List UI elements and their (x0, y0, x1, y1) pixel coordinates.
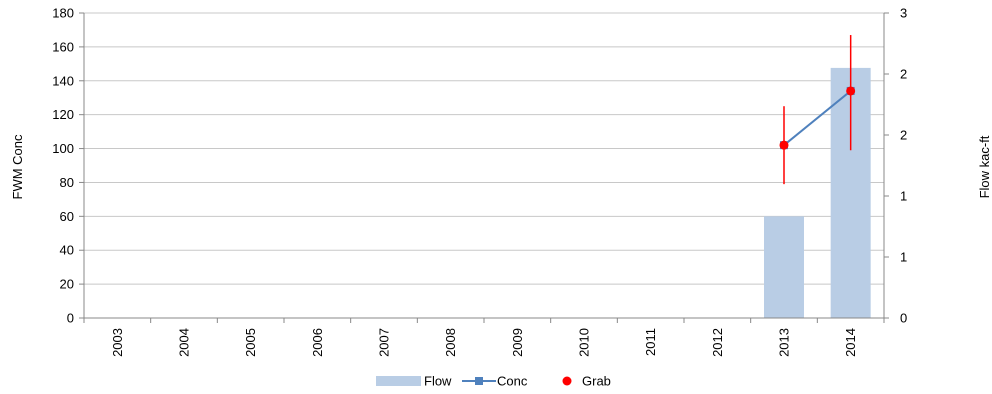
legend-label-grab: Grab (582, 374, 611, 389)
y2-tick-label: 2 (900, 67, 907, 82)
gridlines (84, 12, 884, 285)
tick-labels: 0 20 40 60 80 100 120 140 160 180 0 1 1 2 2 3 2003 2004 20… (52, 6, 907, 357)
x-tick-label: 2012 (710, 328, 725, 357)
legend-swatch-conc-marker (475, 377, 483, 385)
grab-point (846, 86, 856, 96)
x-tick-label: 2007 (377, 328, 392, 357)
flow-bars (764, 67, 871, 319)
flow-bar (764, 216, 804, 318)
y2-tick-label: 3 (900, 6, 907, 21)
y2-tick-label: 2 (900, 128, 907, 143)
legend-swatch-grab (562, 376, 572, 386)
y-tick-label: 140 (52, 73, 74, 88)
x-tick-label: 2010 (577, 328, 592, 357)
y-axis-title: FWM Conc (10, 134, 25, 200)
y-tick-label: 120 (52, 107, 74, 122)
y-tick-label: 40 (60, 243, 74, 258)
x-tick-label: 2013 (777, 328, 792, 357)
y2-axis-title: Flow kac-ft (977, 135, 992, 198)
x-tick-label: 2003 (110, 328, 125, 357)
x-tick-label: 2014 (843, 328, 858, 357)
x-tick-label: 2004 (177, 328, 192, 357)
conc-series-line (783, 90, 852, 146)
legend-label-flow: Flow (424, 374, 452, 389)
y-tick-label: 80 (60, 175, 74, 190)
axes (79, 12, 889, 323)
grab-points (779, 35, 856, 185)
y-tick-label: 0 (67, 311, 74, 326)
legend: Flow Conc Grab (376, 374, 611, 389)
x-tick-label: 2008 (443, 328, 458, 357)
x-tick-label: 2009 (510, 328, 525, 357)
grab-point (779, 140, 789, 150)
y2-tick-label: 1 (900, 250, 907, 265)
x-tick-label: 2006 (310, 328, 325, 357)
legend-label-conc: Conc (497, 374, 528, 389)
y-tick-label: 180 (52, 6, 74, 21)
x-tick-label: 2011 (643, 328, 658, 356)
y-tick-label: 160 (52, 39, 74, 54)
y2-tick-label: 1 (900, 189, 907, 204)
x-tick-label: 2005 (243, 328, 258, 357)
legend-swatch-flow (376, 376, 421, 386)
y-tick-label: 60 (60, 209, 74, 224)
y-tick-label: 100 (52, 141, 74, 156)
y2-tick-label: 0 (900, 311, 907, 326)
y-tick-label: 20 (60, 277, 74, 292)
